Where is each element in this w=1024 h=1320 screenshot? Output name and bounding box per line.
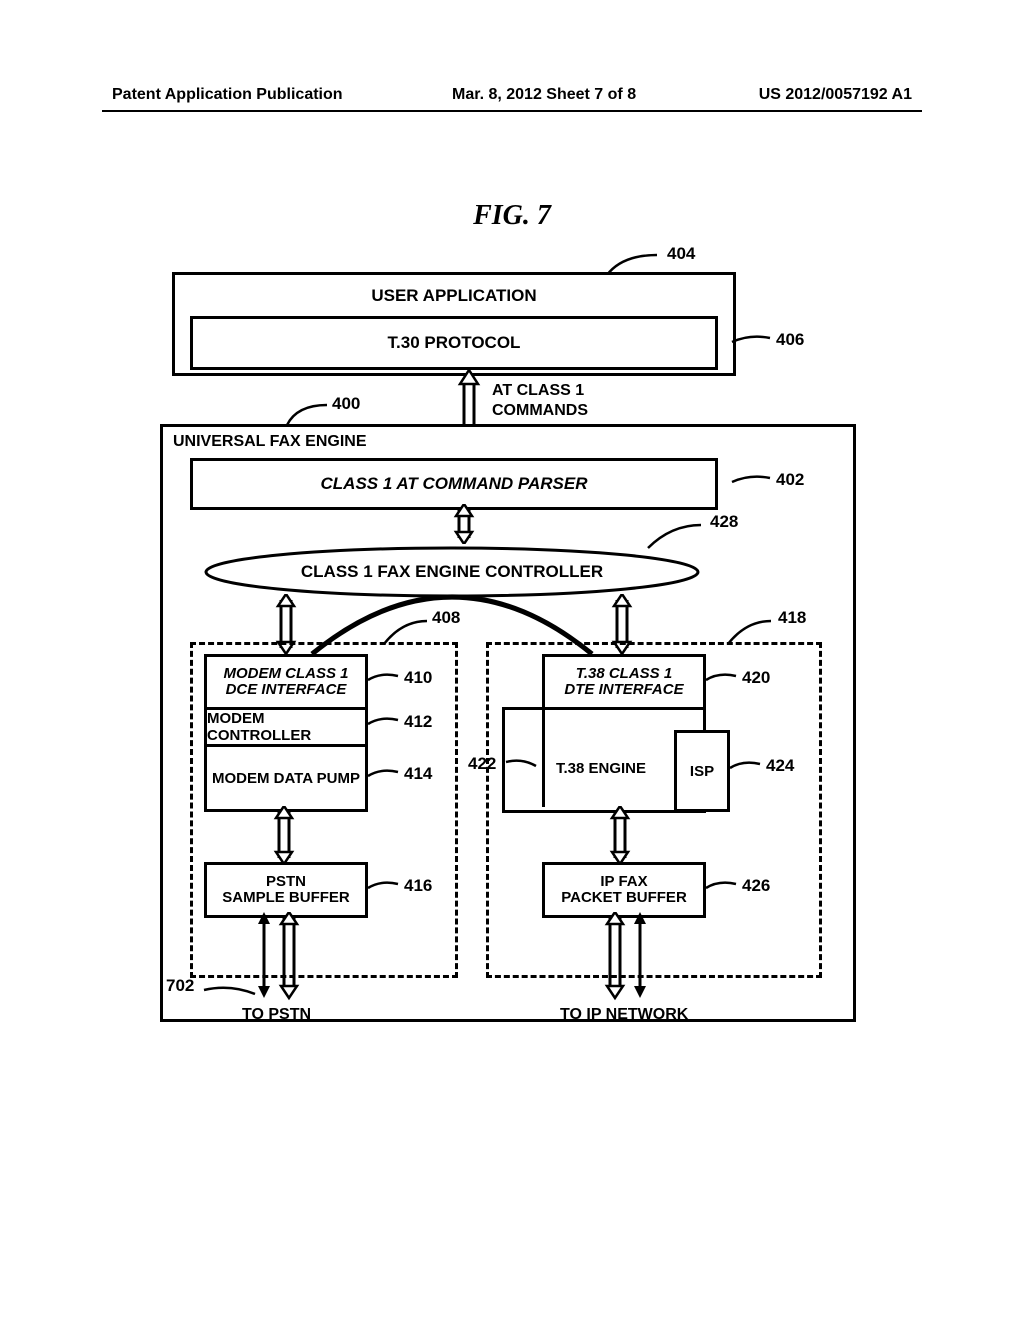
leader-702 — [200, 982, 260, 1002]
at-class1-label-1: AT CLASS 1 — [492, 382, 584, 400]
ipfax-line1: IP FAX — [600, 874, 647, 891]
t30-protocol-box: T.30 PROTOCOL — [190, 316, 718, 370]
ref-428: 428 — [710, 512, 738, 532]
modem-dce-box: MODEM CLASS 1 DCE INTERFACE — [204, 654, 368, 710]
pstn-line1: PSTN — [266, 874, 306, 891]
leader-406 — [730, 332, 780, 352]
modem-controller-box: MODEM CONTROLLER — [204, 707, 368, 747]
t38-left-divider — [542, 707, 545, 807]
leader-412 — [366, 714, 402, 732]
ref-418: 418 — [778, 608, 806, 628]
leader-426 — [704, 878, 740, 896]
ref-420: 420 — [742, 668, 770, 688]
header-mid: Mar. 8, 2012 Sheet 7 of 8 — [452, 86, 636, 104]
to-ip-label: TO IP NETWORK — [560, 1006, 688, 1024]
modem-dce-line1: MODEM CLASS 1 — [223, 666, 348, 683]
class1-parser-box: CLASS 1 AT COMMAND PARSER — [190, 458, 718, 510]
exit-arrows-ip — [586, 912, 656, 1002]
ref-408: 408 — [432, 608, 460, 628]
t38-engine-box: T.38 ENGINE — [542, 730, 660, 806]
ref-410: 410 — [404, 668, 432, 688]
arrow-pump-pstn — [264, 806, 304, 864]
leader-420 — [704, 670, 740, 688]
ipfax-line2: PACKET BUFFER — [561, 890, 687, 907]
diagram-area: 404 USER APPLICATION T.30 PROTOCOL 406 A… — [172, 254, 852, 1054]
header-right: US 2012/0057192 A1 — [759, 86, 912, 104]
leader-402 — [730, 472, 780, 492]
modem-pump-box: MODEM DATA PUMP — [204, 744, 368, 812]
user-app-label: USER APPLICATION — [175, 281, 733, 311]
t38-dte-line1: T.38 CLASS 1 — [576, 666, 672, 683]
ipfax-buffer-box: IP FAX PACKET BUFFER — [542, 862, 706, 918]
leader-414 — [366, 766, 402, 784]
header-left: Patent Application Publication — [112, 86, 343, 104]
ref-422: 422 — [468, 754, 496, 774]
ref-404: 404 — [667, 244, 695, 264]
exit-arrows-pstn — [250, 912, 320, 1002]
at-class1-label-2: COMMANDS — [492, 402, 588, 420]
modem-dce-line2: DCE INTERFACE — [226, 682, 347, 699]
ref-400: 400 — [332, 394, 360, 414]
figure-title: FIG. 7 — [0, 200, 1024, 232]
pstn-buffer-box: PSTN SAMPLE BUFFER — [204, 862, 368, 918]
ref-426: 426 — [742, 876, 770, 896]
ref-402: 402 — [776, 470, 804, 490]
ufe-label: UNIVERSAL FAX ENGINE — [173, 433, 367, 451]
ref-414: 414 — [404, 764, 432, 784]
ref-424: 424 — [766, 756, 794, 776]
header-rule — [102, 110, 922, 112]
leader-422 — [502, 756, 542, 774]
ref-406: 406 — [776, 330, 804, 350]
leader-416 — [366, 878, 402, 896]
ref-416: 416 — [404, 876, 432, 896]
to-pstn-label: TO PSTN — [242, 1006, 311, 1024]
t38-dte-box: T.38 CLASS 1 DTE INTERFACE — [542, 654, 706, 710]
ref-412: 412 — [404, 712, 432, 732]
isp-box: ISP — [674, 730, 730, 812]
pstn-line2: SAMPLE BUFFER — [222, 890, 350, 907]
t38-dte-line2: DTE INTERFACE — [564, 682, 683, 699]
arrow-parser-controller — [444, 504, 484, 544]
ref-702: 702 — [166, 976, 194, 996]
leader-424 — [728, 758, 764, 776]
leader-410 — [366, 670, 402, 688]
arrow-t38-ipbuffer — [600, 806, 640, 864]
page-header: Patent Application Publication Mar. 8, 2… — [112, 86, 912, 104]
